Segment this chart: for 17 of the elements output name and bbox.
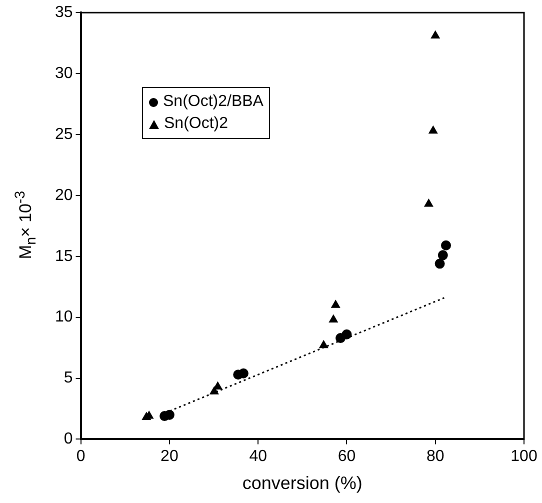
x-tick-label: 80: [426, 448, 444, 466]
y-tick-label: 35: [55, 4, 73, 22]
y-tick-label: 20: [55, 186, 73, 204]
y-tick-label: 0: [64, 430, 73, 448]
x-axis-title: conversion (%): [242, 473, 362, 494]
y-tick-label: 5: [64, 370, 73, 387]
x-tick-label: 100: [510, 448, 538, 466]
x-tick-label: 60: [338, 448, 356, 466]
legend-label: Sn(Oct)2/BBA: [163, 92, 264, 112]
x-tick-label: 20: [160, 448, 178, 466]
x-tick-label: 40: [249, 448, 268, 466]
y-tick-label: 30: [55, 64, 73, 82]
x-tick-label: 0: [76, 448, 86, 466]
y-tick-label: 15: [55, 248, 73, 265]
legend-label: Sn(Oct)2: [164, 114, 228, 134]
y-tick-label: 25: [55, 126, 73, 143]
y-tick-label: 10: [55, 308, 73, 326]
